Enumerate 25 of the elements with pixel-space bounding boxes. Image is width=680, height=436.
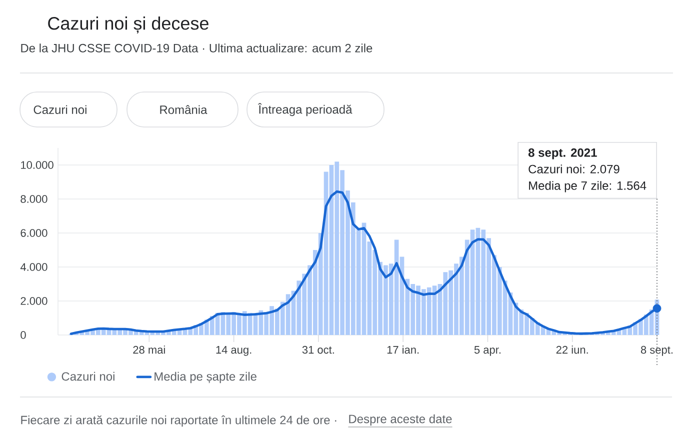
x-tick-label: 17 ian. [387,346,419,354]
y-tick-label: 4.000 [20,263,48,271]
x-tick-label: 22 iun. [556,346,588,354]
text: Despre aceste date [349,414,452,426]
annotation: 8 sept. 2021 [528,148,597,160]
x-tick-label: 8 sept. [640,346,672,356]
legend-label: Cazuri noi [62,372,114,381]
y-tick-label: 8.000 [20,195,48,203]
text: România [160,105,208,114]
y-tick-label: 0 [20,331,26,339]
annotation: Media pe 7 zile: 1.564 [529,181,646,192]
x-tick-label: 31 oct. [302,346,334,354]
y-tick-label: 6.000 [20,229,48,237]
text: Fiecare zi arată cazurile noi raportate în ultimele 24 de ore · [21,415,336,427]
y-tick-label: 10.000 [21,161,54,169]
y-tick-label: 2.000 [20,297,48,305]
legend-label: Media pe șapte zile [154,372,256,384]
chart-subtitle: De la JHU CSSE COVID-19 Data · Ultima actualizare: acum 2 zile [21,44,372,52]
annotation: Cazuri noi: 2.079 [528,164,620,174]
text: Cazuri noi [34,105,86,114]
x-tick-label: 28 mai [133,346,165,354]
chart-title: Cazuri noi și decese [48,16,208,34]
x-tick-label: 14 aug. [216,346,252,356]
x-tick-label: 5 apr. [474,346,500,356]
text: Întreaga perioadă [258,103,352,116]
